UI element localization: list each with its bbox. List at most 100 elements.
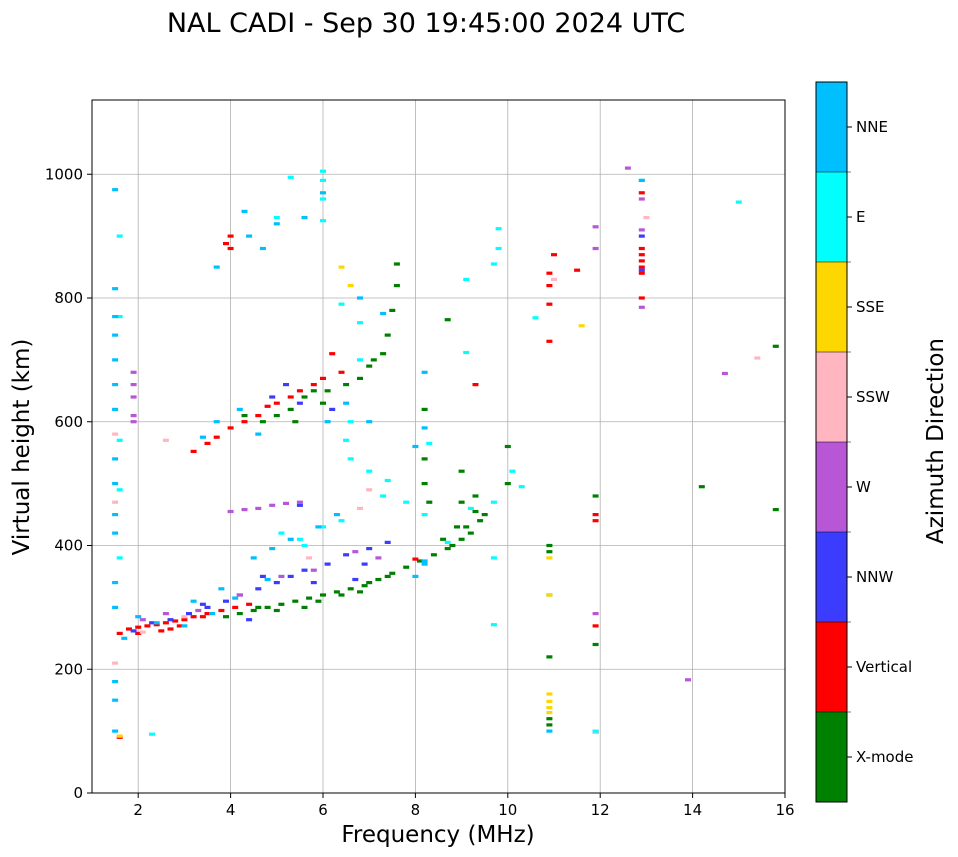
data-point-sse (546, 556, 553, 560)
data-point-nne (121, 636, 128, 640)
data-point-x-mode (472, 494, 479, 498)
data-point-x-mode (333, 590, 340, 594)
data-point-nne (380, 311, 387, 316)
data-point-vertical (255, 414, 262, 418)
data-point-ssw (754, 356, 761, 360)
data-point-vertical (638, 265, 645, 269)
data-point-nnw (287, 574, 294, 578)
data-point-x-mode (546, 543, 553, 548)
data-point-nnw (255, 587, 262, 591)
data-point-vertical (638, 246, 645, 251)
data-point-x-mode (389, 308, 396, 312)
data-point-nne (112, 358, 119, 362)
data-point-w (592, 612, 599, 616)
data-point-x-mode (324, 389, 331, 393)
data-point-e (467, 506, 474, 510)
data-points (112, 166, 779, 739)
data-point-x-mode (592, 642, 599, 647)
data-point-nne (112, 383, 119, 387)
y-tick-label: 200 (54, 660, 83, 678)
colorbar-tick-label: X-mode (856, 748, 913, 766)
data-point-nne (273, 222, 280, 226)
data-point-nne (112, 531, 119, 535)
data-point-vertical (213, 435, 220, 439)
data-point-nne (112, 605, 119, 609)
data-point-x-mode (361, 584, 368, 588)
data-point-ssw (551, 277, 557, 281)
data-point-e (490, 623, 497, 627)
data-point-x-mode (250, 608, 257, 613)
data-point-vertical (227, 234, 234, 238)
data-point-nne (112, 407, 119, 411)
x-tick-label: 16 (775, 801, 794, 819)
data-point-vertical (638, 191, 645, 195)
data-point-nnw (296, 503, 303, 507)
data-point-vertical (296, 389, 303, 393)
data-point-sse (347, 284, 354, 288)
data-point-vertical (190, 449, 197, 453)
data-point-w (310, 568, 317, 572)
data-point-nne (343, 401, 350, 405)
data-point-sse (546, 699, 553, 703)
data-point-e (320, 178, 326, 182)
data-point-e (116, 556, 123, 560)
data-point-x-mode (454, 525, 460, 529)
data-point-x-mode (449, 543, 456, 548)
data-point-x-mode (273, 608, 280, 613)
data-point-nnw (269, 395, 276, 399)
data-point-ssw (643, 216, 650, 220)
data-point-x-mode (255, 605, 262, 609)
data-point-e (287, 175, 294, 179)
data-point-e (380, 494, 387, 498)
data-point-vertical (144, 624, 151, 628)
data-point-x-mode (320, 401, 326, 405)
colorbar-tick-label: Vertical (856, 658, 912, 676)
data-point-e (278, 531, 285, 535)
data-point-nnw (246, 618, 253, 622)
data-point-nnw (259, 574, 266, 578)
data-point-nne (301, 216, 308, 220)
data-point-vertical (592, 624, 599, 628)
colorbar-segment (816, 712, 847, 802)
data-point-w (685, 678, 691, 682)
data-point-nne (112, 315, 119, 319)
x-tick-label: 14 (683, 801, 702, 819)
data-point-x-mode (772, 344, 779, 348)
data-point-nne (112, 581, 119, 585)
data-point-x-mode (504, 482, 511, 486)
data-point-vertical (135, 625, 142, 629)
data-point-e (320, 169, 326, 173)
y-tick-label: 800 (54, 289, 83, 307)
data-point-ssw (112, 432, 119, 436)
data-point-nne (236, 407, 243, 411)
data-point-nne (213, 420, 220, 424)
data-point-x-mode (236, 612, 243, 616)
data-point-vertical (116, 631, 123, 635)
data-point-nne (357, 296, 363, 300)
data-point-e (296, 537, 303, 541)
data-point-e (463, 277, 470, 281)
colorbar-tick-label: SSW (856, 388, 890, 406)
data-point-x-mode (472, 509, 479, 514)
data-point-nne (112, 513, 119, 517)
data-point-x-mode (259, 420, 266, 424)
data-point-w (195, 608, 202, 613)
data-point-e (343, 438, 350, 442)
data-point-nne (412, 574, 419, 578)
data-point-nnw (324, 562, 331, 566)
data-point-w (241, 508, 248, 512)
data-point-vertical (135, 631, 142, 635)
data-point-nne (209, 612, 216, 616)
data-point-e (273, 216, 280, 220)
data-point-sse (546, 711, 553, 715)
data-point-w (269, 503, 276, 507)
data-point-x-mode (384, 574, 391, 578)
data-point-x-mode (366, 364, 373, 368)
data-point-x-mode (477, 519, 484, 523)
data-point-nne (153, 621, 160, 625)
data-point-x-mode (338, 593, 345, 597)
x-tick-label: 8 (411, 801, 421, 819)
data-point-nnw (273, 581, 280, 585)
data-point-x-mode (278, 602, 285, 606)
data-point-x-mode (393, 262, 400, 266)
